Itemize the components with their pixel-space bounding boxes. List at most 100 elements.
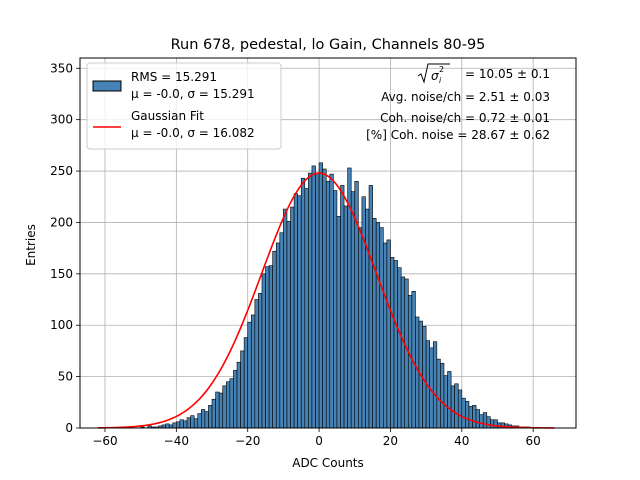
x-tick-label: 20: [383, 434, 398, 448]
x-tick-label: −40: [164, 434, 189, 448]
histogram-bar: [208, 405, 213, 429]
histogram-bar: [290, 206, 295, 429]
legend-histogram-label: RMS = 15.291: [131, 70, 217, 84]
histogram-bar: [315, 172, 320, 429]
noise-annotations: σ 2 i = 10.05 ± 0.1 Avg. noise/ch = 2.51…: [366, 63, 550, 142]
histogram-bar: [243, 337, 249, 429]
x-tick-label: 0: [315, 434, 323, 448]
histogram-bar: [361, 196, 366, 429]
histogram-bar: [226, 381, 231, 429]
histogram-bar: [193, 418, 199, 429]
histogram-bar: [268, 265, 273, 429]
y-tick-label: 350: [50, 61, 73, 75]
histogram-bar: [304, 188, 309, 429]
histogram-bar: [300, 177, 306, 429]
y-tick-label: 300: [50, 113, 73, 127]
histogram-bar: [393, 260, 398, 429]
histogram-bar: [329, 173, 334, 429]
histogram-bar: [250, 314, 256, 429]
histogram-bar: [197, 413, 202, 429]
histogram-bar: [286, 221, 291, 429]
histogram-bar: [165, 423, 170, 429]
histogram-bar: [386, 239, 391, 429]
y-tick-label: 250: [50, 164, 73, 178]
histogram-bar: [325, 181, 331, 429]
svg-text:i: i: [439, 76, 442, 85]
x-axis-label: ADC Counts: [292, 456, 364, 470]
histogram-bar: [190, 415, 195, 429]
histogram-bar: [450, 385, 455, 429]
histogram-bar: [261, 273, 266, 429]
legend-fit-stats: μ = -0.0, σ = 16.082: [131, 126, 255, 140]
histogram-bar: [465, 400, 470, 429]
histogram-bar: [404, 278, 409, 429]
legend-frame: [86, 62, 282, 150]
histogram-bar: [211, 398, 216, 429]
histogram-bar: [297, 195, 302, 429]
histogram-bar: [472, 405, 477, 429]
histogram-bar: [183, 420, 188, 429]
histogram-bar: [275, 242, 281, 429]
legend: RMS = 15.291 μ = -0.0, σ = 15.291 Gaussi…: [86, 62, 282, 150]
histogram-bar: [218, 392, 224, 429]
histogram-bar: [258, 293, 263, 429]
histogram-bar: [482, 412, 488, 429]
histogram-bar: [447, 371, 452, 429]
axes-frame: [79, 57, 577, 429]
histogram-bar: [272, 250, 277, 429]
y-tick-label: 0: [65, 421, 73, 435]
y-tick-label: 100: [50, 318, 73, 332]
histogram-bar: [422, 325, 427, 429]
y-tick-label: 150: [50, 267, 73, 281]
x-tick-label: 60: [526, 434, 541, 448]
histogram-bar: [311, 165, 316, 429]
histogram-bar: [365, 208, 370, 429]
histogram-bar: [454, 383, 459, 429]
histogram-bar: [240, 350, 245, 429]
histogram-bar: [186, 417, 191, 429]
histogram-bar: [265, 266, 270, 429]
histogram-bar: [236, 361, 241, 429]
histogram-bar: [379, 227, 384, 429]
histogram-bar: [204, 411, 209, 429]
histogram-bar: [440, 362, 445, 429]
histogram-bar: [372, 218, 377, 429]
histogram-bar: [229, 378, 234, 429]
histogram-bar: [333, 190, 338, 429]
y-axis-label: Entries: [24, 224, 38, 266]
histogram-bar: [432, 341, 438, 429]
gaussian-fit-layer: [97, 172, 555, 429]
histogram-bar: [493, 419, 498, 429]
histogram-bar: [490, 419, 495, 429]
annotation-coh-noise: Coh. noise/ch = 0.72 ± 0.01: [380, 111, 550, 125]
histogram-bar: [222, 385, 227, 429]
y-tick-label: 200: [50, 215, 73, 229]
histogram-bar: [340, 185, 345, 429]
histogram-bar: [397, 267, 402, 429]
annotation-avg-noise: Avg. noise/ch = 2.51 ± 0.03: [381, 90, 550, 104]
histogram-bar: [176, 421, 181, 429]
x-tick-label: −60: [92, 434, 117, 448]
histogram-bar: [179, 419, 184, 429]
histogram-bar: [368, 185, 373, 429]
histogram-bar: [279, 232, 284, 429]
histogram-bar: [215, 391, 220, 429]
histogram-bar: [383, 242, 388, 429]
histogram-bar: [254, 299, 259, 429]
histogram-bar: [336, 215, 341, 429]
histogram-bar: [172, 422, 177, 429]
histogram-bar: [457, 389, 463, 429]
histogram-bar: [436, 358, 441, 429]
histogram-bar: [486, 416, 491, 429]
svg-text:2: 2: [439, 65, 444, 74]
x-tick-label: 40: [454, 434, 469, 448]
histogram-bar: [468, 406, 473, 429]
annotation-sqrt-sigma: = 10.05 ± 0.1: [465, 67, 550, 81]
histogram-bar: [322, 168, 327, 429]
histogram-bar: [343, 205, 348, 429]
histogram-bars: [140, 162, 530, 429]
histogram-bar: [283, 208, 288, 429]
legend-histogram-swatch: [92, 80, 122, 92]
legend-histogram-stats: μ = -0.0, σ = 15.291: [131, 87, 255, 101]
